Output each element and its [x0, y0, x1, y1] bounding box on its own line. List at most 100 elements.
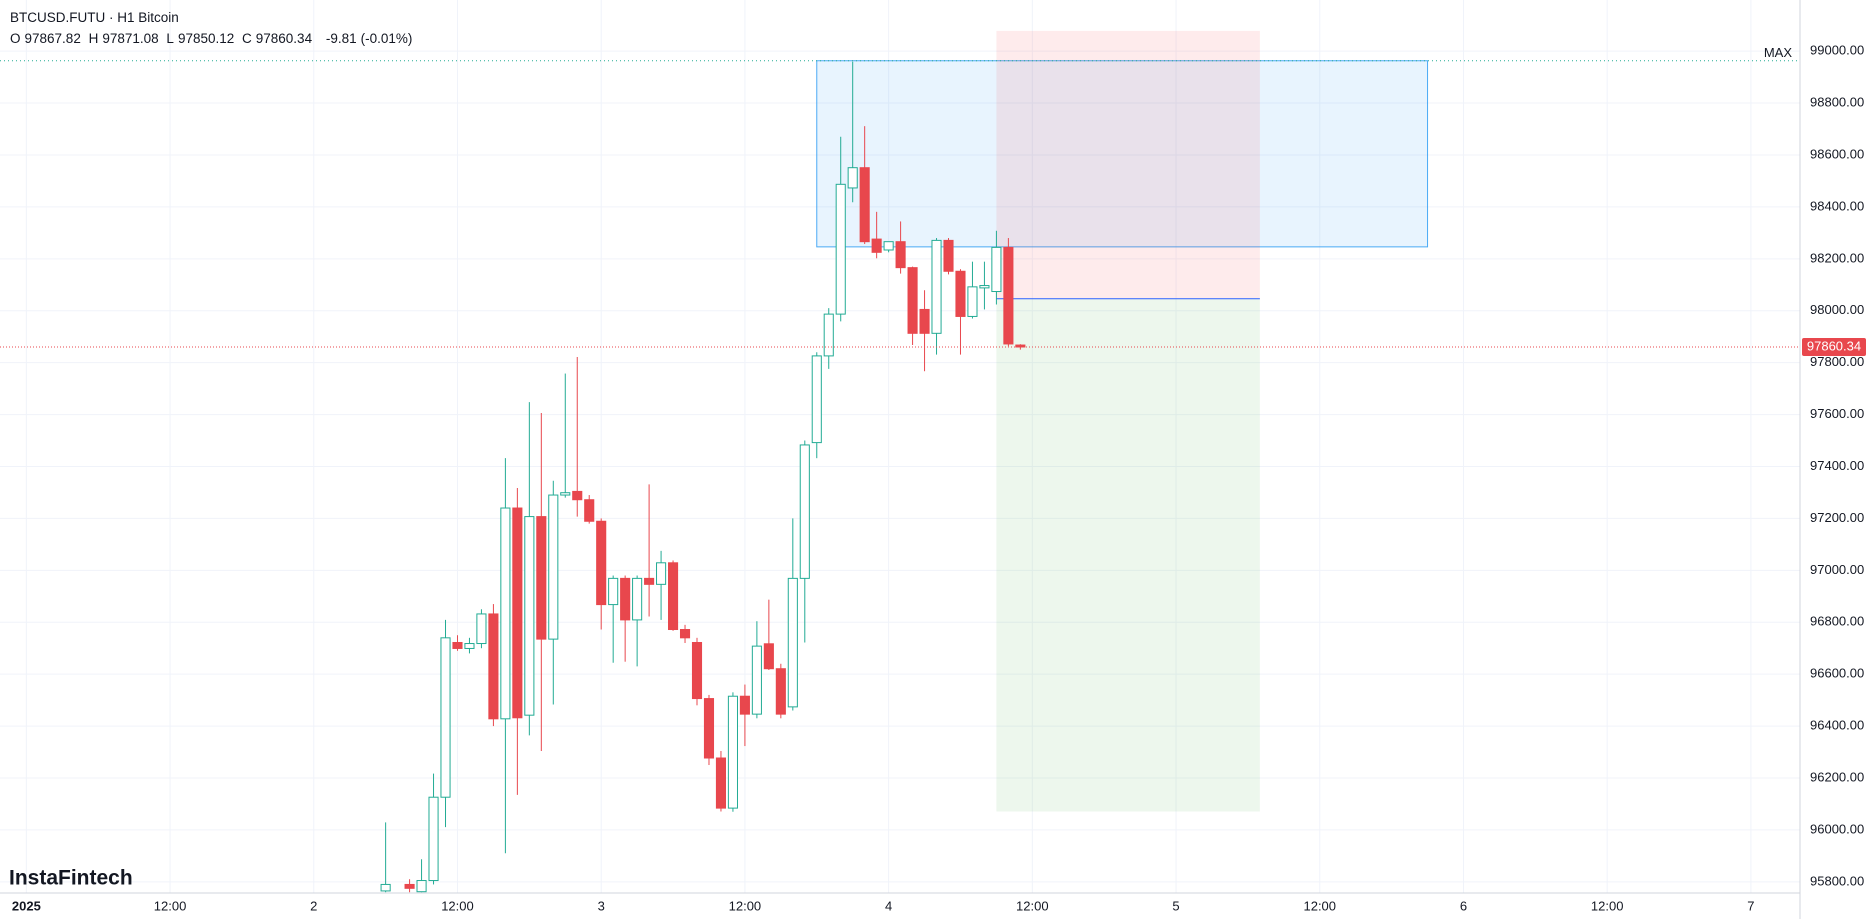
y-tick-label: 98400.00 — [1810, 198, 1864, 213]
candle-body — [715, 757, 727, 809]
position-zone — [816, 60, 1429, 248]
candle-body — [476, 613, 487, 645]
candle-body — [967, 286, 978, 317]
candle-body — [847, 167, 858, 189]
ohlc-value: 97867.82 — [24, 31, 81, 46]
y-tick-label: 96000.00 — [1810, 821, 1864, 836]
candle-body — [632, 577, 643, 621]
y-tick-label: 96400.00 — [1810, 718, 1864, 733]
y-tick-label: 98600.00 — [1810, 146, 1864, 161]
x-tick-label: 12:00 — [1303, 898, 1336, 913]
candle-body — [919, 308, 930, 334]
ohlc-value: 97850.12 — [177, 31, 235, 46]
candle-body — [572, 490, 583, 501]
candle-body — [703, 698, 715, 759]
candle-body — [691, 641, 703, 700]
max-label: MAX — [1764, 45, 1793, 60]
candle-body — [787, 577, 798, 708]
y-tick-label: 97400.00 — [1810, 458, 1864, 473]
y-tick-label: 97800.00 — [1810, 354, 1864, 369]
y-tick-label: 98000.00 — [1810, 302, 1864, 317]
x-tick-label: 12:00 — [441, 898, 474, 913]
y-tick-label: 97600.00 — [1810, 406, 1864, 421]
x-tick-label: 3 — [598, 898, 605, 913]
candle-body — [943, 239, 954, 272]
candle-body — [979, 285, 990, 289]
x-tick-label: 2 — [310, 898, 317, 913]
candle-body — [524, 516, 535, 716]
candle-body — [512, 507, 523, 719]
candle-body — [823, 313, 834, 357]
x-tick-label: 4 — [885, 898, 892, 913]
ohlc-label: O — [10, 31, 21, 46]
candle-body — [751, 645, 762, 715]
y-tick-label: 97200.00 — [1810, 510, 1864, 525]
ohlc-label: C — [242, 31, 252, 46]
y-tick-label: 99000.00 — [1810, 43, 1864, 58]
y-tick-label: 97000.00 — [1810, 562, 1864, 577]
candle-body — [464, 643, 475, 649]
x-tick-label: 12:00 — [729, 898, 762, 913]
candle-body — [416, 880, 427, 893]
price-badge-label: 97860.34 — [1807, 338, 1861, 353]
candle-body — [1003, 246, 1014, 345]
candle-body — [560, 492, 571, 496]
candle-body — [739, 695, 750, 715]
candle-body — [584, 499, 595, 522]
symbol: BTCUSD.FUTU · H1 Bitcoin — [10, 10, 179, 25]
candle-body — [548, 494, 559, 640]
candle-body — [991, 246, 1002, 293]
candle-body — [620, 577, 631, 621]
candle-body — [775, 668, 786, 715]
change: -9.81 — [325, 31, 357, 46]
candle-body — [763, 643, 774, 670]
y-tick-label: 96800.00 — [1810, 614, 1864, 629]
position-zone — [996, 298, 1260, 812]
ohlc-legend: O 97867.82 H 97871.08 L 97850.12 C 97860.34 … — [10, 28, 416, 49]
candle-body — [871, 238, 882, 253]
ohlc-value: 97860.34 — [255, 31, 313, 46]
change-pct: (-0.01%) — [360, 31, 413, 46]
candle-body — [596, 520, 607, 606]
y-tick-label: 96600.00 — [1810, 666, 1864, 681]
ohlc-value: 97871.08 — [102, 31, 159, 46]
header: BTCUSD.FUTU · H1 Bitcoin O 97867.82 H 9787… — [10, 7, 416, 49]
x-tick-label: 12:00 — [1016, 898, 1049, 913]
candle-body — [668, 562, 679, 631]
candle-body — [488, 613, 499, 720]
candle-body — [500, 507, 511, 720]
candle-body — [428, 796, 439, 882]
candle-body — [608, 577, 619, 606]
candle-body — [536, 516, 547, 640]
y-tick-label: 95800.00 — [1810, 873, 1864, 888]
candle-body — [955, 270, 966, 317]
ohlc-label: H — [88, 31, 99, 46]
x-tick-label: 2025 — [12, 898, 41, 913]
y-tick-label: 98800.00 — [1810, 94, 1864, 109]
candle-body — [907, 267, 918, 334]
candle-body — [835, 183, 846, 315]
candle-body — [656, 562, 667, 585]
candle-body — [679, 629, 691, 639]
x-tick-label: 12:00 — [154, 898, 187, 913]
x-tick-label: 12:00 — [1591, 898, 1624, 913]
y-tick-label: 96200.00 — [1810, 769, 1864, 784]
candle-body — [895, 241, 906, 269]
watermark: InstaFintech — [9, 867, 133, 890]
price-badge — [1802, 337, 1866, 356]
y-tick-label: 98200.00 — [1810, 250, 1864, 265]
x-tick-label: 7 — [1747, 898, 1754, 913]
candle-body — [799, 444, 810, 579]
x-tick-label: 6 — [1460, 898, 1467, 913]
candle-body — [644, 577, 655, 585]
candle-body — [859, 167, 870, 243]
candle-body — [727, 695, 738, 809]
candle-body — [931, 239, 942, 334]
ohlc-label: L — [166, 31, 174, 46]
candle-body — [380, 883, 391, 892]
candle-body — [440, 637, 451, 798]
x-tick-label: 5 — [1172, 898, 1179, 913]
candle-body — [811, 355, 822, 444]
